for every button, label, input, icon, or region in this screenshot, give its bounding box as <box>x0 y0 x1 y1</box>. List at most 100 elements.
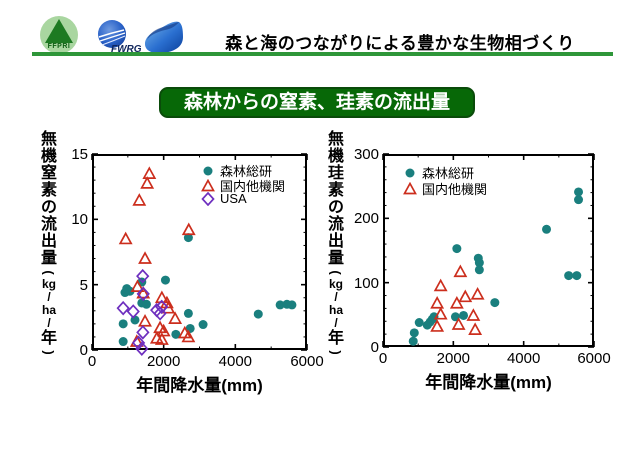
x-tick-label: 4000 <box>506 350 541 367</box>
y-axis-title-char: / <box>334 316 338 330</box>
y-axis-title-char: 素 <box>327 182 344 199</box>
ffpri-triangle-icon <box>45 19 73 43</box>
y-axis-title-char: 無 <box>327 131 344 148</box>
slide-header-title: 森と海のつながりによる豊かな生物相づくり <box>225 34 575 53</box>
y-axis-title-char: 出 <box>327 233 344 250</box>
slide-subtitle: 森林からの窒素、珪素の流出量 <box>159 87 475 118</box>
legend-circle-icon <box>201 164 215 178</box>
y-axis-title-char: 出 <box>40 233 57 250</box>
y-axis-title-char: 窒 <box>40 165 57 182</box>
data-point-triangle <box>468 322 483 335</box>
x-axis-title: 年間降水量(mm) <box>425 373 552 392</box>
y-axis-title-char: / <box>47 290 51 304</box>
plot-frame <box>92 154 307 350</box>
legend-item: 森林総研 <box>201 161 272 180</box>
y-tick-label: 5 <box>79 276 88 294</box>
y-axis-title-char: ( <box>41 270 57 275</box>
data-point-triangle <box>430 295 445 309</box>
data-point-circle <box>474 258 484 268</box>
data-point-circle <box>141 299 151 309</box>
data-point-circle <box>160 275 170 285</box>
legend-item: 国内他機関 <box>201 176 285 195</box>
data-point-triangle <box>466 308 481 321</box>
data-point-circle <box>125 286 135 296</box>
y-axis-title-char: 年 <box>327 330 344 347</box>
data-point-circle <box>408 336 418 346</box>
ffpri-logo-icon: FFPRI <box>40 16 78 54</box>
data-point-circle <box>564 271 574 281</box>
y-axis-title-char: / <box>47 316 51 330</box>
x-tick-label: 6000 <box>577 350 611 367</box>
legend-label: 森林総研 <box>220 164 273 179</box>
legend-circle-icon <box>403 166 417 180</box>
legend-label: 国内他機関 <box>422 182 488 197</box>
legend-diamond-open-icon <box>201 191 215 206</box>
y-axis-title-char: 量 <box>327 250 344 267</box>
x-tick-label: 4000 <box>218 353 253 370</box>
data-point-triangle <box>433 278 448 292</box>
y-tick-label: 15 <box>71 146 88 163</box>
x-axis-title: 年間降水量(mm) <box>136 376 263 395</box>
data-point-triangle <box>138 251 152 264</box>
data-point-triangle <box>201 178 215 191</box>
data-point-triangle <box>403 181 417 194</box>
silicon-scatter-plot <box>382 153 595 348</box>
data-point-circle <box>253 309 263 319</box>
data-point-diamond <box>136 268 150 284</box>
data-point-diamond <box>136 286 150 302</box>
data-point-triangle <box>449 295 464 309</box>
data-point-triangle <box>132 193 147 206</box>
data-point-triangle <box>140 176 155 189</box>
y-tick-label: 10 <box>71 211 88 229</box>
fwrg-logo-label: FWRG <box>111 44 141 55</box>
data-point-circle <box>287 300 297 310</box>
data-point-triangle <box>118 231 133 245</box>
water-drop-logo-icon <box>143 20 187 56</box>
data-point-triangle <box>433 306 448 320</box>
y-axis-title-char: ha <box>41 303 56 317</box>
y-axis-title-char: kg <box>41 277 56 291</box>
x-tick-label: 2000 <box>436 350 471 367</box>
data-point-circle <box>490 298 500 308</box>
legend-item: 国内他機関 <box>403 179 487 198</box>
y-axis-title-char: ha <box>328 303 343 317</box>
data-point-circle <box>474 265 484 275</box>
plot-frame <box>383 154 594 347</box>
data-point-circle <box>118 319 128 329</box>
data-point-triangle <box>470 286 485 300</box>
x-tick-label: 0 <box>87 353 97 370</box>
nitrogen-y-axis-title: 無機窒素の流出量(kg / ha / 年) <box>34 131 64 358</box>
data-point-triangle <box>168 311 183 324</box>
data-point-circle <box>171 329 181 339</box>
data-point-circle <box>203 166 213 175</box>
data-point-circle <box>542 224 552 234</box>
data-point-circle <box>183 233 193 243</box>
y-axis-title-char: / <box>334 290 338 304</box>
x-tick-label: 2000 <box>146 353 181 370</box>
data-point-circle <box>405 168 415 177</box>
data-point-diamond <box>126 304 140 319</box>
y-axis-title-char: の <box>40 199 57 216</box>
data-point-circle <box>572 271 582 281</box>
data-point-circle <box>574 195 584 205</box>
data-point-diamond <box>131 335 146 351</box>
data-point-triangle <box>138 313 152 327</box>
legend-item: USA <box>201 191 247 206</box>
y-axis-title-char: 機 <box>40 148 57 165</box>
y-axis-title-char: の <box>327 199 344 216</box>
data-point-circle <box>574 187 584 197</box>
header-divider <box>32 52 613 56</box>
legend-label: 国内他機関 <box>220 179 286 194</box>
data-point-triangle <box>458 289 473 303</box>
data-point-circle <box>183 308 193 318</box>
nitrogen-scatter-plot <box>91 153 308 356</box>
data-point-triangle <box>154 332 169 345</box>
y-axis-title-char: 素 <box>40 182 57 199</box>
data-point-diamond <box>116 300 130 316</box>
ffpri-logo-label: FFPRI <box>47 43 71 50</box>
data-point-triangle <box>451 317 466 330</box>
legend-item: 森林総研 <box>403 163 474 182</box>
data-point-circle <box>198 320 208 330</box>
data-point-circle <box>459 310 469 320</box>
